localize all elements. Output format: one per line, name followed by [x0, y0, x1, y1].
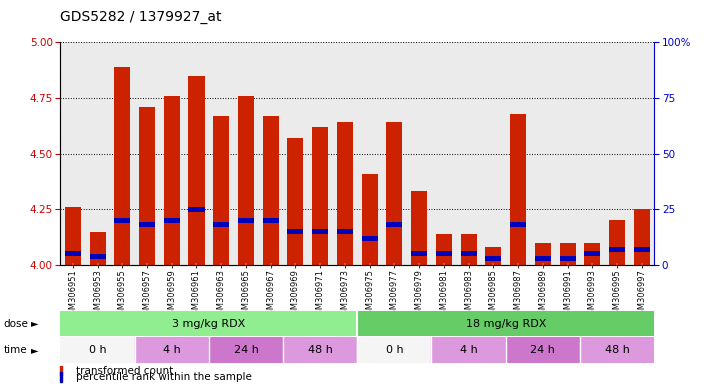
Bar [432, 337, 506, 363]
Bar [634, 247, 650, 252]
Bar [609, 247, 625, 252]
Bar [609, 220, 625, 265]
Bar [357, 337, 432, 363]
Bar [65, 252, 81, 256]
Bar [386, 222, 402, 227]
Bar [164, 218, 180, 223]
Text: transformed count: transformed count [76, 366, 173, 376]
Bar [634, 209, 650, 265]
Bar [60, 337, 134, 363]
Bar [535, 256, 551, 261]
Bar [506, 337, 580, 363]
Text: 4 h: 4 h [163, 345, 181, 355]
Bar [461, 252, 476, 256]
Bar [287, 229, 304, 234]
Bar [139, 107, 155, 265]
Text: 24 h: 24 h [233, 345, 258, 355]
Bar [90, 232, 105, 265]
Text: time: time [4, 345, 27, 355]
Bar [535, 243, 551, 265]
Bar [114, 218, 130, 223]
Bar [164, 96, 180, 265]
Bar [510, 222, 526, 227]
Bar [584, 252, 600, 256]
Bar [584, 243, 600, 265]
Bar [510, 114, 526, 265]
Bar [337, 122, 353, 265]
Bar [362, 174, 378, 265]
Text: 4 h: 4 h [460, 345, 478, 355]
Bar [188, 76, 205, 265]
Bar [357, 311, 654, 336]
Bar [486, 247, 501, 265]
Bar [65, 207, 81, 265]
Bar [580, 337, 654, 363]
Text: 18 mg/kg RDX: 18 mg/kg RDX [466, 318, 546, 329]
Bar [436, 252, 452, 256]
Bar [312, 127, 328, 265]
Bar [213, 222, 229, 227]
Bar [411, 192, 427, 265]
Text: 48 h: 48 h [604, 345, 629, 355]
Bar [283, 337, 357, 363]
Bar [362, 236, 378, 241]
Text: 3 mg/kg RDX: 3 mg/kg RDX [172, 318, 245, 329]
Text: 24 h: 24 h [530, 345, 555, 355]
Bar [436, 234, 452, 265]
Bar [188, 207, 205, 212]
Bar [560, 243, 576, 265]
Bar [312, 229, 328, 234]
Bar [262, 116, 279, 265]
Text: dose: dose [4, 318, 28, 329]
Bar [213, 116, 229, 265]
Text: 0 h: 0 h [385, 345, 403, 355]
Bar [486, 256, 501, 261]
Bar [139, 222, 155, 227]
Bar [209, 337, 283, 363]
Bar [386, 122, 402, 265]
Text: GDS5282 / 1379927_at: GDS5282 / 1379927_at [60, 10, 222, 23]
Bar [60, 311, 357, 336]
Text: ►: ► [31, 318, 38, 329]
Bar [114, 67, 130, 265]
Bar [90, 253, 105, 258]
Text: ►: ► [31, 345, 38, 355]
Text: 48 h: 48 h [308, 345, 333, 355]
Text: percentile rank within the sample: percentile rank within the sample [76, 372, 252, 382]
Bar [411, 252, 427, 256]
Bar [337, 229, 353, 234]
Text: 0 h: 0 h [89, 345, 107, 355]
Bar [238, 218, 254, 223]
Bar [560, 256, 576, 261]
Bar [461, 234, 476, 265]
Bar [262, 218, 279, 223]
Bar [287, 138, 304, 265]
Bar [134, 337, 209, 363]
Bar [238, 96, 254, 265]
